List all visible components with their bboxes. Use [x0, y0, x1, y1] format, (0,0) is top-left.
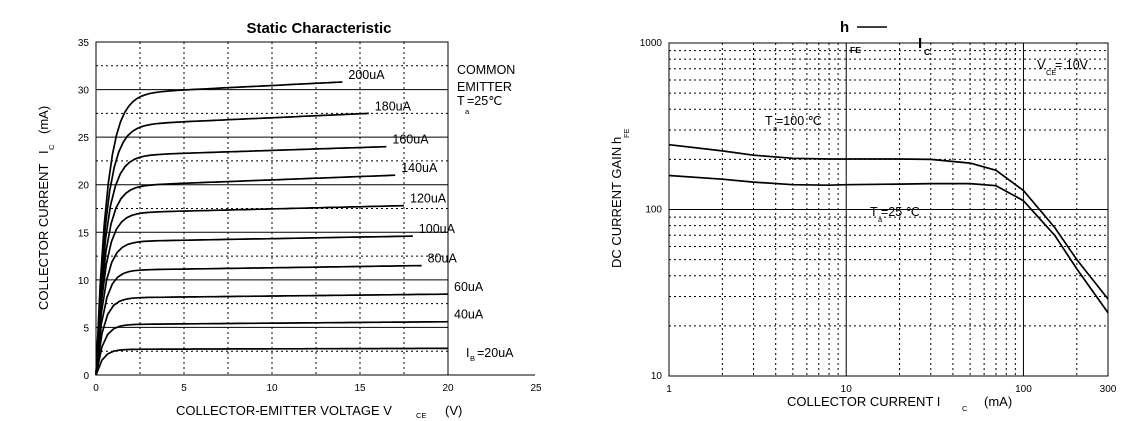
y-axis-unit: (mA)	[36, 106, 51, 134]
static-characteristic-chart: Static Characteristic 0 5 10 15 20 25 0 5 10 15 20…	[36, 20, 542, 420]
series-label-sub: a	[878, 215, 883, 224]
chart-title-mid-sub: C	[924, 47, 930, 57]
chart-title-sub: FE	[850, 45, 861, 55]
x-tick-label: 15	[354, 383, 366, 394]
x-tick-label: 25	[530, 383, 542, 394]
curve-label-200uA: 200uA	[348, 68, 385, 82]
series-label-value: =25 ℃	[881, 205, 920, 219]
plot-frame	[668, 42, 1109, 377]
gain-curve-ta-100c	[668, 143, 1109, 300]
annotation-vce-symbol: V	[1037, 58, 1046, 72]
x-tick-label: 100	[1015, 384, 1032, 395]
annotation-temp-value: =25℃	[467, 94, 502, 108]
y-axis-symbol-sub: FE	[622, 128, 631, 138]
y-tick-label: 20	[78, 181, 90, 192]
x-tick-label: 5	[181, 383, 187, 394]
chart-title-symbol: h	[840, 19, 849, 36]
series-label-sub: a	[773, 124, 778, 133]
curve-label-180uA: 180uA	[375, 99, 412, 113]
curve-ib-120uA	[95, 204, 405, 376]
curve-label-symbol: I	[466, 346, 469, 360]
curve-label-120uA: 120uA	[410, 192, 447, 206]
annotation-emitter: EMITTER	[457, 80, 512, 94]
y-axis-label: COLLECTOR CURRENT	[36, 164, 51, 310]
y-axis-symbol-sub: C	[47, 144, 56, 150]
x-tick-label: 10	[841, 384, 853, 395]
y-tick-label: 1000	[640, 38, 663, 49]
y-tick-label: 5	[83, 323, 89, 334]
x-tick-label: 20	[442, 383, 454, 394]
curve-label-sub: B	[470, 354, 475, 363]
curve-label-80uA: 80uA	[428, 252, 458, 266]
x-tick-label: 1	[666, 384, 672, 395]
gain-curve-ta-25c	[668, 174, 1109, 314]
curve-label-40uA: 40uA	[454, 308, 484, 322]
x-axis-label: COLLECTOR-EMITTER VOLTAGE V	[176, 403, 392, 418]
y-tick-label: 35	[78, 38, 90, 49]
series-label-symbol: T	[870, 205, 878, 219]
x-tick-label: 0	[93, 383, 99, 394]
y-tick-label: 10	[78, 276, 90, 287]
series-label-value: =100 ℃	[776, 114, 822, 128]
x-axis-label: COLLECTOR CURRENT I	[787, 394, 940, 409]
x-axis-label-sub: C	[962, 404, 968, 413]
curve-ib-160uA	[95, 145, 387, 376]
curve-ib-200uA	[95, 81, 343, 376]
chart-title: Static Characteristic	[246, 20, 391, 37]
curve-label-100uA: 100uA	[419, 222, 456, 236]
annotation-temp-symbol: T	[457, 94, 465, 108]
y-axis-label: DC CURRENT GAIN	[609, 147, 624, 268]
series-label-symbol: T	[765, 114, 773, 128]
curve-label-160uA: 160uA	[392, 133, 429, 147]
plot-frame	[95, 41, 449, 376]
x-axis-unit: (mA)	[984, 394, 1012, 409]
y-axis-symbol: I	[36, 150, 51, 154]
curve-ib-20uA	[95, 347, 448, 376]
curve-ib-100uA	[95, 235, 413, 376]
x-tick-label: 10	[266, 383, 278, 394]
y-tick-label: 10	[651, 371, 663, 382]
y-tick-label: 30	[78, 86, 90, 97]
curve-ib-40uA	[95, 320, 449, 376]
x-axis-label-sub: CE	[416, 411, 426, 420]
annotation-vce-value: = 10V	[1055, 58, 1089, 72]
y-tick-label: 15	[78, 228, 90, 239]
curve-ib-140uA	[95, 174, 396, 376]
y-tick-label: 25	[78, 133, 90, 144]
curve-ib-60uA	[95, 293, 449, 376]
y-axis-symbol: h	[609, 137, 624, 144]
x-tick-label: 300	[1100, 384, 1117, 395]
y-tick-label: 100	[645, 205, 662, 216]
x-axis-unit: (V)	[445, 403, 462, 418]
annotation-vce-sub: CE	[1046, 68, 1056, 77]
curve-label-20uA: =20uA	[477, 346, 514, 360]
curve-label-60uA: 60uA	[454, 280, 484, 294]
curve-label-140uA: 140uA	[401, 161, 438, 175]
curve-ib-180uA	[95, 112, 369, 376]
curve-ib-80uA	[95, 264, 422, 376]
annotation-common: COMMON	[457, 63, 515, 77]
annotation-temp-sub: a	[465, 107, 470, 116]
y-tick-label: 0	[83, 371, 89, 382]
